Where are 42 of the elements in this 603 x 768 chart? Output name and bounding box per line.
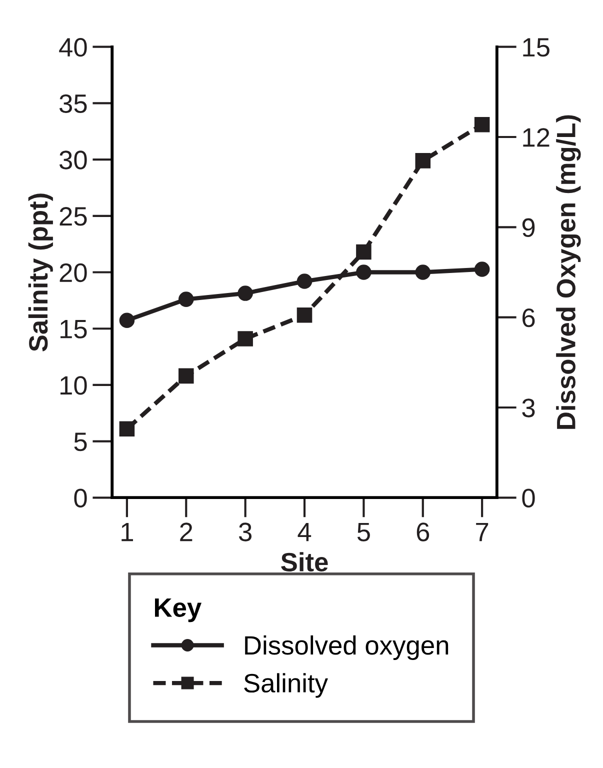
x-axis-title: Site [281,552,328,572]
y2-tick-label: 9 [522,218,535,237]
legend-title: Key [155,598,202,622]
point [474,262,490,277]
y2-tick-label: 0 [522,488,535,508]
y-axis-title: Salinity (ppt) [28,194,53,352]
point [415,264,431,280]
y-tick-label: 30 [60,150,87,170]
x-tick-label: 2 [180,522,192,542]
point [178,368,194,384]
y-tick-label: 40 [59,38,87,57]
point [415,153,431,168]
point [119,312,135,328]
y-tick-label: 15 [60,320,87,338]
x-tick-label: 5 [357,522,370,542]
x-tick-label: 1 [122,522,134,542]
point [356,264,372,280]
y-tick-label: 35 [60,94,87,114]
point [119,421,135,437]
point [356,244,372,260]
x-tick-label: 4 [298,522,312,542]
point [474,116,490,132]
y-tick-label: 5 [74,432,87,452]
x-tick-label: 3 [238,522,252,542]
legend-label: Dissolved oxygen [245,635,448,660]
y-tick-label: 0 [74,488,87,508]
y2-tick-label: 6 [522,308,535,328]
y2-tick-label: 12 [523,128,550,147]
y2-tick-label: 15 [523,38,550,57]
x-tick-label: 6 [416,522,430,542]
point [178,292,194,307]
y-tick-label: 25 [60,207,87,226]
point [238,286,253,301]
y2-tick-label: 3 [522,398,535,418]
y2-axis-title: Dissolved Oxygen (mg/L) [556,115,581,429]
legend-label: Salinity [244,673,328,698]
y-tick-label: 20 [60,263,87,282]
point [296,274,312,289]
point [238,331,253,346]
point [296,307,312,323]
y-tick-label: 10 [60,376,87,395]
x-tick-label: 7 [476,522,488,542]
